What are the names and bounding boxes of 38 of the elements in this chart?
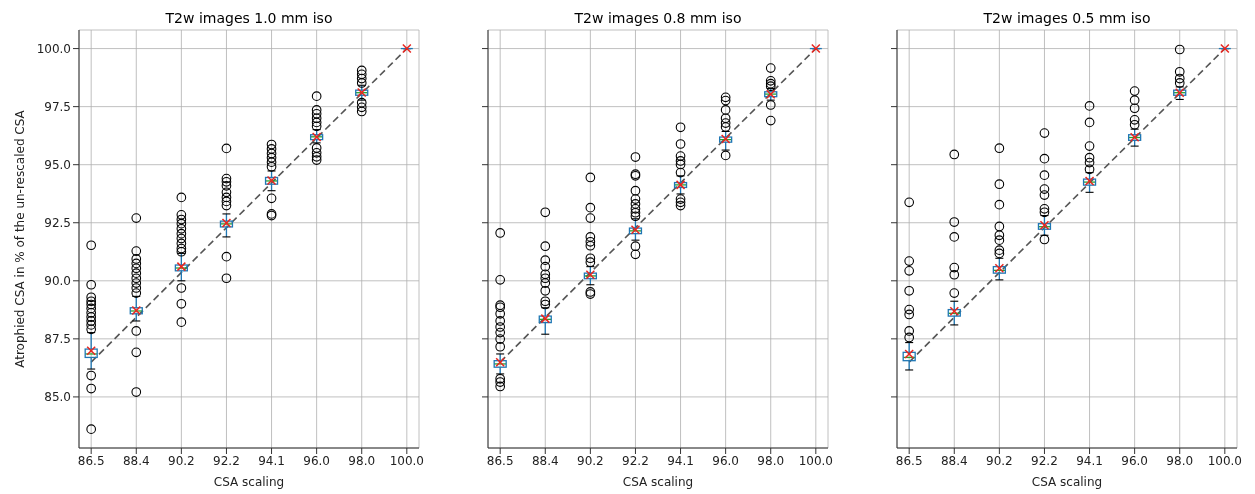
x-tick-label: 88.4 <box>122 453 150 468</box>
x-tick-label: 90.2 <box>986 453 1013 468</box>
y-tick-label: 85.0 <box>44 390 71 405</box>
y-tick-label: 92.5 <box>44 216 71 230</box>
x-tick-label: 98.0 <box>348 453 376 468</box>
x-tick-label: 96.0 <box>1121 453 1148 468</box>
x-tick-label: 94.1 <box>258 453 285 468</box>
chart-title: T2w images 0.5 mm iso <box>982 9 1152 28</box>
x-axis-title: CSA scaling <box>213 475 285 489</box>
x-tick-label: 90.2 <box>168 453 195 468</box>
x-tick-label: 88.4 <box>531 453 559 468</box>
chart-title: T2w images 0.8 mm iso <box>573 9 743 28</box>
x-tick-label: 96.0 <box>712 453 739 468</box>
x-tick-label: 90.2 <box>577 453 604 468</box>
y-tick-label: 90.0 <box>44 274 71 289</box>
x-tick-label: 98.0 <box>757 453 785 468</box>
y-axis-title: Atrophied CSA in % of the un-rescaled CSA <box>13 109 28 368</box>
x-tick-label: 92.2 <box>622 453 649 468</box>
x-tick-label: 92.2 <box>213 453 240 468</box>
y-tick-label: 100.0 <box>36 41 71 56</box>
x-tick-label: 96.0 <box>303 453 330 468</box>
x-tick-label: 86.5 <box>77 453 105 468</box>
x-tick-label: 94.1 <box>667 453 694 468</box>
x-axis-title: CSA scaling <box>622 475 694 489</box>
x-tick-label: 100.0 <box>798 453 833 468</box>
x-tick-label: 100.0 <box>389 453 424 468</box>
y-tick-label: 87.5 <box>44 332 71 347</box>
x-tick-label: 94.1 <box>1076 453 1103 468</box>
y-tick-label: 97.5 <box>44 99 71 114</box>
x-tick-label: 92.2 <box>1031 453 1058 468</box>
x-tick-label: 98.0 <box>1166 453 1194 468</box>
y-tick-label: 95.0 <box>44 157 71 172</box>
x-axis-title: CSA scaling <box>1031 475 1103 489</box>
chart-title: T2w images 1.0 mm iso <box>164 9 334 28</box>
x-tick-label: 88.4 <box>940 453 968 468</box>
x-tick-label: 86.5 <box>486 453 514 468</box>
x-tick-label: 86.5 <box>895 453 923 468</box>
x-tick-label: 100.0 <box>1207 453 1242 468</box>
